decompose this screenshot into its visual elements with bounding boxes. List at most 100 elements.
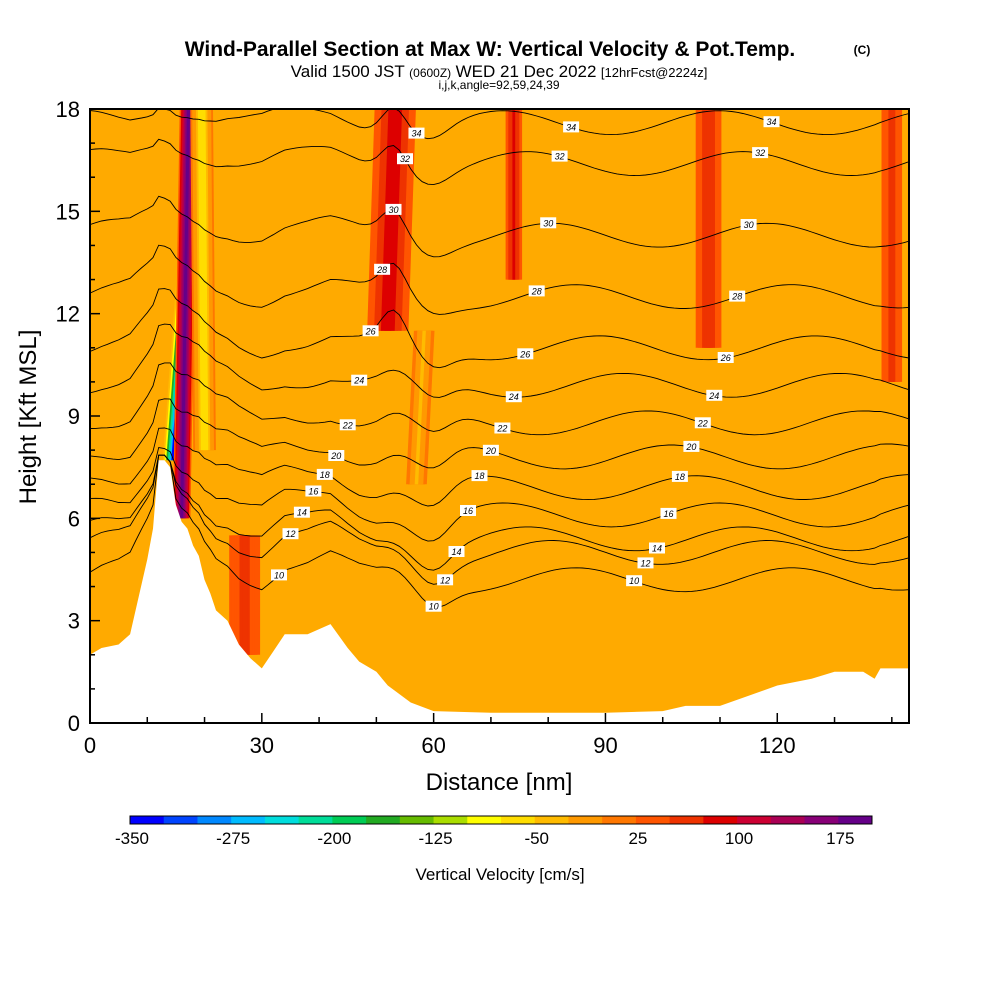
contour-label-bg [282,528,299,540]
contour-label-bg [316,468,333,480]
contour-label-bg [729,290,746,302]
colorbar-label: Vertical Velocity [cm/s] [415,865,584,884]
contour-label-28: 28 [531,286,542,296]
contour-label-bg [482,444,499,456]
theta-contour-30 [90,195,909,258]
contour-label-bg [305,485,322,497]
contour-label-bg [271,569,287,581]
contour-label-30: 30 [388,205,398,215]
contour-label-bg [362,325,379,337]
y-tick-label: 9 [68,404,80,429]
contour-label-bg [563,121,580,133]
colorbar-swatch [130,816,165,824]
contour-label-28: 28 [376,265,387,275]
colorbar-swatch [399,816,435,824]
x-tick-label: 60 [421,733,445,758]
colorbar-swatch [602,816,637,824]
y-tick-label: 15 [56,199,80,224]
y-axis-label: Height [Kft MSL] [15,330,42,505]
contour-label-bg [551,150,568,162]
subtitle-prefix: Valid 1500 JST [291,62,405,81]
contour-label-bg [494,422,511,434]
colorbar-swatch [264,816,300,824]
contour-label-20: 20 [685,442,696,452]
contour-label-18: 18 [474,471,484,481]
subtitle-date: WED 21 Dec 2022 [456,62,597,81]
y-tick-label: 18 [56,97,80,122]
colorbar-tick-label: 175 [826,829,854,848]
contour-label-24: 24 [508,392,519,402]
contour-label-30: 30 [744,220,754,230]
contour-label-22: 22 [697,418,708,428]
contour-label-10: 10 [629,576,639,586]
y-tick-label: 3 [68,609,80,634]
contour-label-bg [528,285,545,297]
contour-label-bg [397,153,413,165]
colorbar-swatch [838,816,873,824]
contour-label-26: 26 [720,353,731,363]
contour-label-bg [637,557,654,569]
contour-label-18: 18 [675,472,685,482]
colorbar-swatch [703,816,738,824]
theta-contour-32 [90,138,909,186]
contour-label-22: 22 [496,424,507,434]
theta-contour-20 [90,398,909,470]
contour-label-20: 20 [485,446,496,456]
contour-label-10: 10 [274,570,284,580]
contour-label-bg [460,505,476,516]
contour-label-bg [339,419,356,431]
colorbar-tick-label: -200 [317,829,351,848]
colorbar-swatch [163,816,198,824]
colorbar-swatch [332,816,367,824]
colorbar-swatch [804,816,839,824]
x-tick-label: 90 [593,733,617,758]
contour-label-28: 28 [731,292,742,302]
contour-label-18: 18 [320,470,330,480]
velocity-band-3-1 [384,109,399,331]
chart-subtitle-indices: i,j,k,angle=92,59,24,39 [438,78,559,92]
colorbar-swatch [635,816,671,824]
y-axis: 0 3 6 9 12 15 18 [56,97,100,736]
contour-label-22: 22 [342,420,353,430]
x-axis: 0 30 60 90 120 [84,713,893,758]
colorbar-swatch [737,816,772,824]
theta-contour-10 [90,454,909,608]
colorbar-swatch [197,816,232,824]
colorbar-frame [129,815,873,825]
contour-label-34: 34 [411,129,421,139]
contour-label-bg [694,417,711,429]
velocity-band-6-1 [706,109,711,348]
x-tick-label: 120 [759,733,796,758]
contour-label-bg [437,574,454,586]
contour-label-bg [385,203,402,215]
colorbar-swatch [534,816,569,824]
colorbar-tick-label: 100 [725,829,753,848]
contour-label-16: 16 [663,509,673,519]
colorbar-swatch [568,816,603,824]
contour-label-12: 12 [440,575,450,585]
y-tick-label: 6 [68,506,80,531]
contour-label-bg [328,450,345,461]
x-tick-label: 0 [84,733,96,758]
contour-label-10: 10 [429,602,439,612]
contour-label-bg [408,127,425,139]
colorbar-swatch [467,816,502,824]
contour-label-32: 32 [755,148,765,158]
contour-label-bg [351,374,368,386]
theta-contour-18 [90,427,909,507]
contour-label-bg [671,470,688,482]
subtitle-utc: (0600Z) [409,66,451,80]
contour-label-bg [471,470,488,482]
contour-label-24: 24 [353,376,364,386]
contour-label-bg [660,507,677,519]
contour-label-34: 34 [766,117,776,127]
contour-label-bg [706,389,723,401]
contour-label-12: 12 [285,529,295,539]
contour-label-14: 14 [451,547,461,557]
theta-contour-14 [90,454,909,571]
terrain [90,460,909,723]
colorbar-tick-label: -350 [115,829,149,848]
chart-subtitle: Valid 1500 JST (0600Z) WED 21 Dec 2022 [… [291,62,708,81]
